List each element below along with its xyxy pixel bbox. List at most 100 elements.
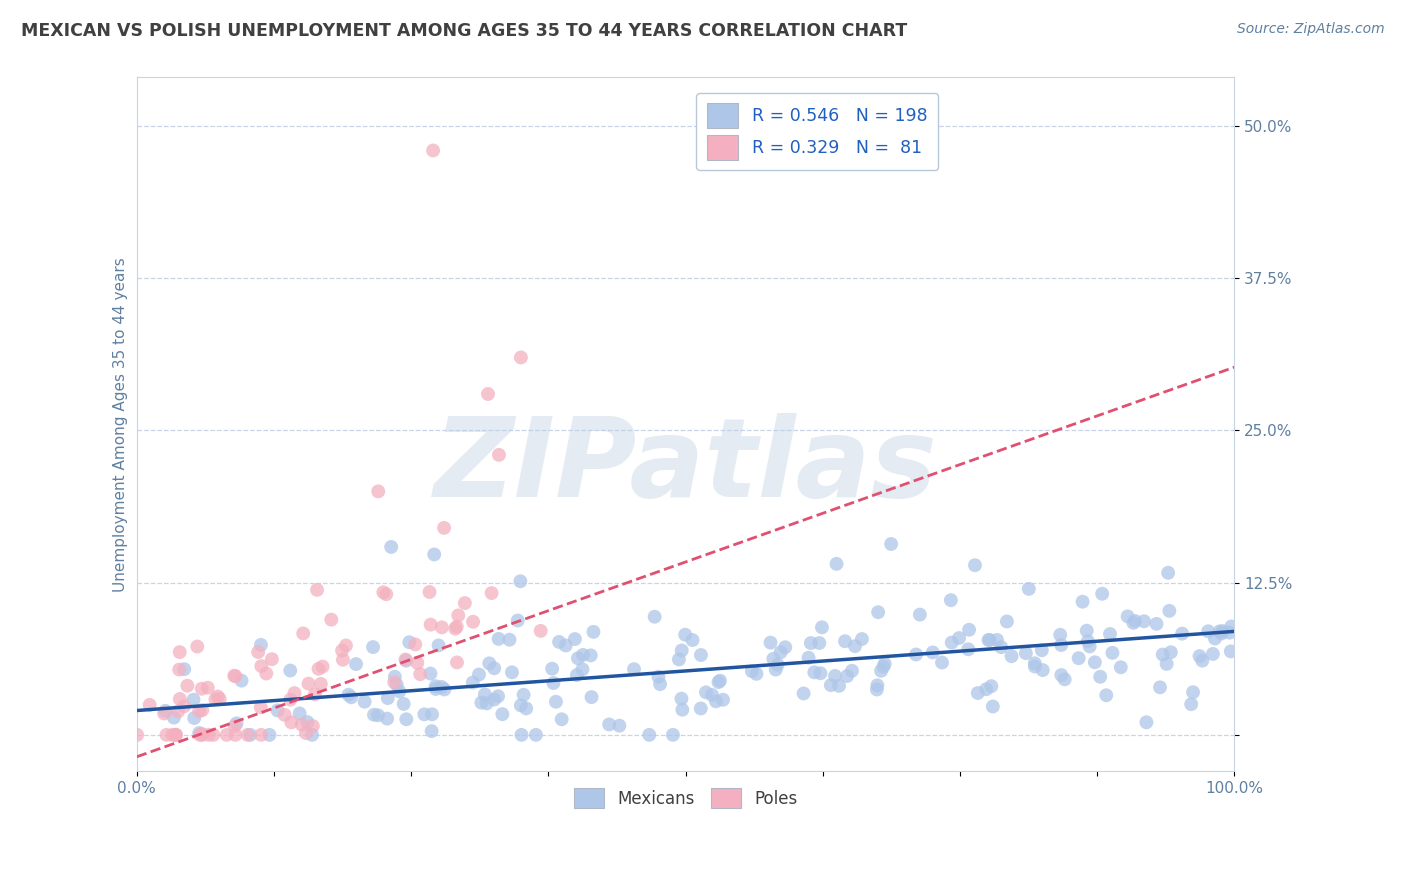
Point xyxy=(1159,604,1181,618)
Point xyxy=(332,653,354,667)
Point xyxy=(423,548,446,562)
Point xyxy=(759,635,782,649)
Point xyxy=(1049,628,1071,642)
Point xyxy=(741,664,763,678)
Point xyxy=(565,668,588,682)
Point xyxy=(980,679,1002,693)
Point xyxy=(367,708,389,723)
Point xyxy=(704,694,727,708)
Point xyxy=(169,692,191,706)
Point xyxy=(762,652,785,666)
Point xyxy=(191,727,214,741)
Point xyxy=(321,613,343,627)
Point xyxy=(510,728,533,742)
Point xyxy=(491,707,513,722)
Point xyxy=(273,707,295,722)
Point xyxy=(904,648,927,662)
Point xyxy=(384,670,406,684)
Point xyxy=(1084,655,1107,669)
Point xyxy=(1031,643,1053,657)
Point xyxy=(800,636,823,650)
Legend: Mexicans, Poles: Mexicans, Poles xyxy=(567,781,804,815)
Point xyxy=(474,688,496,702)
Point xyxy=(197,681,219,695)
Point xyxy=(793,686,815,700)
Point xyxy=(488,448,510,462)
Point xyxy=(1220,619,1243,633)
Point xyxy=(280,692,302,706)
Point xyxy=(382,675,405,690)
Point xyxy=(249,700,271,714)
Point xyxy=(811,620,834,634)
Point xyxy=(921,645,943,659)
Point xyxy=(765,663,787,677)
Point xyxy=(1024,657,1046,671)
Point xyxy=(173,662,195,676)
Point xyxy=(1091,587,1114,601)
Point xyxy=(430,680,453,694)
Point xyxy=(1101,646,1123,660)
Point xyxy=(1202,647,1225,661)
Point xyxy=(488,632,510,646)
Point xyxy=(337,688,360,702)
Point xyxy=(475,697,498,711)
Point xyxy=(413,707,436,722)
Point xyxy=(204,692,226,706)
Point xyxy=(446,656,468,670)
Point xyxy=(671,691,693,706)
Point xyxy=(169,645,191,659)
Point xyxy=(866,678,889,692)
Point xyxy=(673,628,696,642)
Point xyxy=(671,703,693,717)
Point xyxy=(1219,625,1241,640)
Point xyxy=(444,622,467,636)
Point xyxy=(1053,673,1076,687)
Point xyxy=(138,698,160,712)
Point xyxy=(880,537,903,551)
Point xyxy=(828,679,851,693)
Point xyxy=(167,663,190,677)
Point xyxy=(155,704,177,718)
Text: ZIPatlas: ZIPatlas xyxy=(433,412,938,519)
Point xyxy=(259,728,281,742)
Text: Source: ZipAtlas.com: Source: ZipAtlas.com xyxy=(1237,22,1385,37)
Point xyxy=(870,664,893,678)
Point xyxy=(478,657,501,671)
Point xyxy=(1211,624,1233,639)
Point xyxy=(709,673,731,688)
Point xyxy=(1171,626,1194,640)
Point xyxy=(188,728,211,742)
Point xyxy=(295,726,318,740)
Point xyxy=(1090,670,1112,684)
Point xyxy=(304,687,326,701)
Point xyxy=(250,728,273,742)
Point xyxy=(486,690,509,704)
Point xyxy=(957,642,980,657)
Point xyxy=(908,607,931,622)
Point xyxy=(388,684,411,698)
Point xyxy=(482,692,505,706)
Point xyxy=(430,620,453,634)
Point xyxy=(769,645,792,659)
Point xyxy=(1000,649,1022,664)
Point xyxy=(215,728,238,742)
Point xyxy=(1204,632,1226,646)
Point xyxy=(224,669,246,683)
Point xyxy=(470,696,492,710)
Point xyxy=(330,643,353,657)
Point xyxy=(173,699,195,714)
Point xyxy=(515,701,537,715)
Point xyxy=(461,675,484,690)
Point xyxy=(224,719,246,733)
Point xyxy=(153,706,176,721)
Point xyxy=(873,657,896,671)
Point xyxy=(425,681,447,696)
Point xyxy=(1077,634,1099,648)
Point xyxy=(422,144,444,158)
Point xyxy=(425,679,447,693)
Point xyxy=(418,585,440,599)
Point xyxy=(224,669,246,683)
Point xyxy=(974,682,997,697)
Point xyxy=(297,715,319,730)
Point xyxy=(1122,615,1144,630)
